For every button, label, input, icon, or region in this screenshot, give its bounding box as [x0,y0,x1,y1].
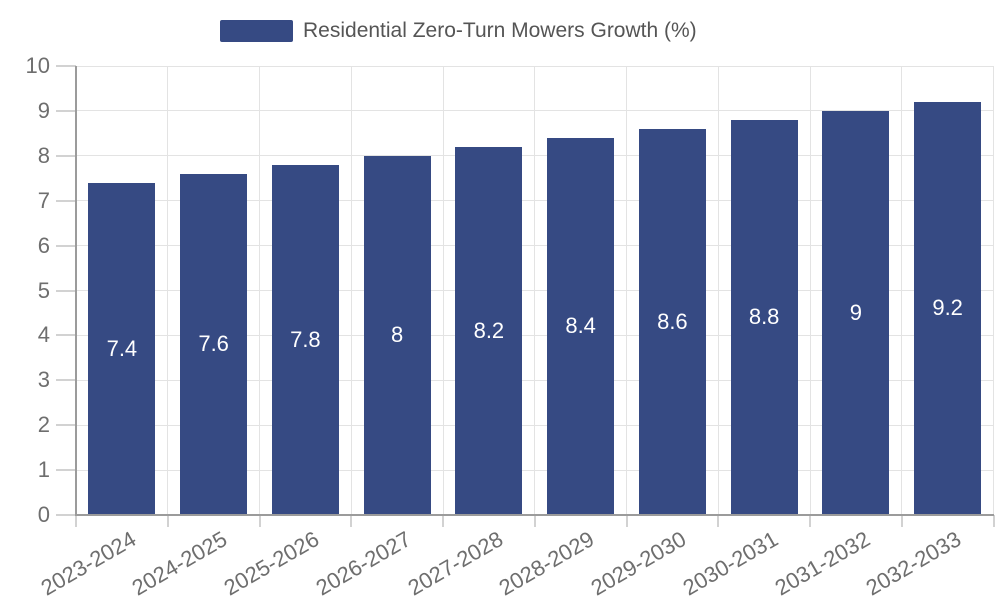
x-axis-tick [533,515,536,527]
x-tick-label: 2032-2033 [862,526,966,600]
bar[interactable]: 9 [822,110,890,514]
v-gridline [350,66,352,515]
y-axis-tick [56,379,76,382]
v-gridline [717,66,719,515]
x-axis-tick [442,515,444,527]
bar-value-label: 8.2 [473,317,505,343]
v-gridline [626,66,627,515]
v-gridline [809,66,811,515]
bar-value-label: 7.4 [106,335,138,361]
bar[interactable]: 7.4 [88,182,156,514]
v-gridline [901,66,903,515]
legend[interactable]: Residential Zero-Turn Mowers Growth (%) [220,18,697,44]
v-gridline [534,66,536,515]
x-axis-tick [992,515,995,527]
bar[interactable]: 8 [363,155,431,514]
y-tick-label: 0 [37,502,50,527]
bar-value-label: 7.8 [290,326,321,352]
bar[interactable]: 8.2 [455,146,523,514]
x-axis-tick [350,515,353,527]
y-axis-tick [56,65,76,67]
y-tick-label: 3 [37,367,50,393]
v-gridline [259,66,260,515]
bar-value-label: 8.8 [748,304,780,330]
bar[interactable]: 9.2 [914,101,982,514]
v-gridline [167,66,169,515]
y-axis-tick [56,199,76,202]
y-axis-tick [56,289,76,292]
y-axis-tick [56,244,76,247]
x-tick-label: 2029-2030 [586,526,691,600]
x-tick-label: 2025-2026 [219,526,324,600]
x-tick-label: 2026-2027 [311,526,416,600]
y-tick-label: 2 [37,412,50,438]
x-axis-tick [625,515,628,527]
y-tick-label: 7 [37,187,50,213]
x-axis-tick [717,515,720,527]
x-axis-tick [166,515,169,527]
bar[interactable]: 8.4 [547,137,615,514]
x-tick-label: 2031-2032 [770,526,874,600]
bar[interactable]: 7.6 [180,173,248,514]
y-tick-label: 5 [37,277,50,303]
v-gridline [993,66,994,515]
bar-value-label: 7.6 [198,331,229,357]
y-tick-label: 10 [25,53,50,78]
x-tick-label: 2028-2029 [495,526,599,600]
bar-value-label: 9 [849,299,862,325]
x-tick-label: 2023-2024 [36,526,140,600]
y-axis-tick [56,424,76,427]
x-axis-tick [75,515,77,527]
legend-label: Residential Zero-Turn Mowers Growth (%) [303,19,697,42]
y-axis-tick [56,334,76,337]
bar-value-label: 8 [391,322,404,348]
bar-value-label: 8.4 [565,313,596,339]
v-gridline [442,66,444,515]
bar-value-label: 9.2 [932,295,963,321]
x-axis-line [75,514,994,516]
y-axis-tick [56,514,76,516]
x-tick-label: 2030-2031 [678,526,783,600]
bar-value-label: 8.6 [657,308,688,334]
x-axis-tick [258,515,261,527]
bar[interactable]: 7.8 [271,164,339,514]
y-tick-label: 1 [37,457,50,483]
y-tick-label: 4 [37,322,50,348]
x-axis-tick [900,515,903,527]
legend-swatch [220,20,293,42]
bar[interactable]: 8.8 [730,119,798,514]
bar[interactable]: 8.6 [638,128,706,514]
x-axis-tick [809,515,811,527]
y-tick-label: 9 [37,97,50,123]
y-tick-label: 8 [37,142,50,168]
x-tick-label: 2024-2025 [128,526,232,600]
y-axis-tick [56,154,76,157]
y-axis-tick [56,109,76,112]
y-tick-label: 6 [37,232,50,258]
y-axis-line [75,66,77,515]
x-tick-label: 2027-2028 [403,526,507,600]
y-axis-tick [56,469,76,472]
